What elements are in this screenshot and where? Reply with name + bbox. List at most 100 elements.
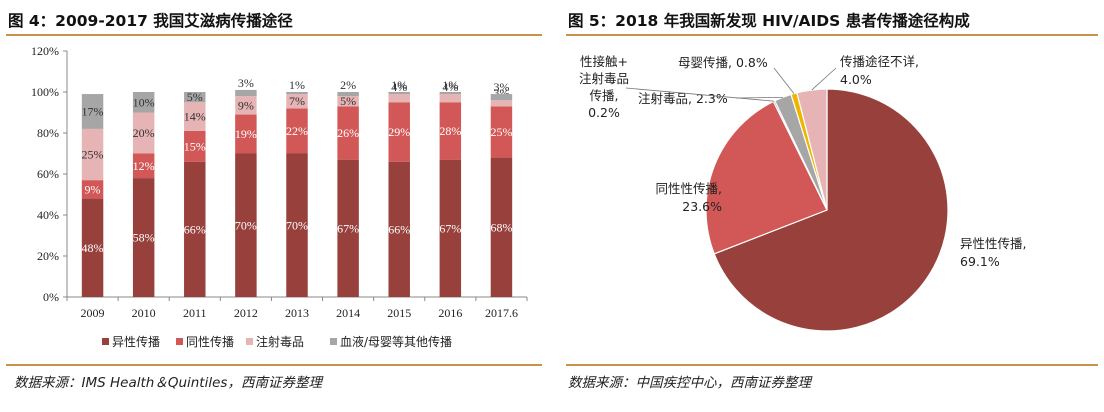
x-tick-label: 2014 (336, 306, 360, 320)
x-tick-label: 2012 (234, 306, 258, 320)
legend-entry: 血液/母婴等其他传播 (340, 334, 452, 349)
pie-slice-label: 同性性传播, (656, 181, 722, 196)
bar-segment (388, 161, 410, 297)
bar-data-label: 19% (235, 127, 257, 141)
pie-slice-label: 0.2% (588, 105, 620, 120)
bar-data-label: 9% (238, 98, 254, 112)
bar-data-label: 4% (442, 80, 458, 94)
bar-data-label: 25% (82, 148, 104, 162)
x-tick-label: 2017.6 (485, 306, 518, 320)
bar-data-label: 1% (289, 78, 305, 92)
right-figure-panel: 图 5：2018 年我国新发现 HIV/AIDS 患者传播途径构成 异性性传播,… (560, 0, 1104, 412)
bar-data-label: 25% (490, 125, 512, 139)
bar-segment (235, 89, 257, 97)
bar-segment (388, 94, 410, 103)
y-tick-label: 60% (37, 167, 59, 181)
bar-segment (439, 92, 462, 95)
bar-segment (132, 153, 155, 179)
y-tick-label: 20% (37, 249, 59, 263)
bar-segment (490, 100, 513, 107)
pie-slice-label: 注射毒品 (579, 71, 629, 86)
bar-segment (132, 178, 155, 297)
bar-segment (132, 92, 155, 113)
pie-leader-line (773, 67, 795, 94)
x-tick-label: 2015 (387, 306, 411, 320)
bar-segment (235, 114, 257, 154)
x-tick-label: 2010 (132, 306, 156, 320)
bar-segment (490, 94, 513, 101)
pie-slice-label: 23.6% (682, 199, 722, 214)
bar-data-label: 48% (82, 241, 104, 255)
pie-slice (705, 100, 828, 255)
bar-segment (81, 180, 104, 199)
pie-leader-line (625, 87, 775, 102)
y-tick-label: 120% (31, 44, 59, 58)
pie-slice-label: 传播途径不详, (840, 54, 919, 69)
bar-segment (286, 92, 308, 95)
x-tick-label: 2016 (438, 306, 462, 320)
pie-slice (713, 88, 949, 332)
bar-segment (490, 106, 513, 158)
bar-data-label: 22% (286, 124, 308, 138)
pie-chart: 异性性传播,69.1%同性性传播,23.6%性接触+注射毒品传播,0.2%注射毒… (579, 54, 1026, 332)
bar-data-label: 7% (289, 94, 305, 108)
bar-segment (184, 92, 206, 103)
bar-data-label: 67% (439, 221, 461, 235)
x-tick-label: 2011 (183, 306, 207, 320)
bar-segment (81, 128, 104, 181)
bar-data-label: 1% (442, 78, 458, 92)
bar-data-label: 3% (493, 80, 509, 94)
bar-data-label: 67% (337, 221, 359, 235)
legend-entry: 注射毒品 (256, 334, 304, 349)
bar-segment (286, 94, 308, 109)
pie-slice-label: 传播, (590, 88, 619, 103)
x-tick-label: 2013 (285, 306, 309, 320)
pie-slice-label: 4.0% (840, 72, 872, 87)
bar-segment (337, 92, 359, 97)
bar-segment (388, 92, 410, 95)
pie-slice-label: 性接触+ (580, 54, 628, 69)
bar-data-label: 29% (388, 125, 410, 139)
left-figure-title: 图 4：2009-2017 我国艾滋病传播途径 (8, 12, 293, 30)
bar-segment (81, 94, 104, 129)
bar-segment (286, 108, 308, 154)
x-tick-label: 2009 (81, 306, 105, 320)
bar-segment (490, 157, 513, 297)
pie-slice-label: 母婴传播, 0.8% (678, 55, 768, 70)
legend-swatch (246, 338, 253, 345)
bar-segment (184, 130, 206, 162)
bar-data-label: 1% (391, 78, 407, 92)
bar-data-label: 4% (391, 80, 407, 94)
right-title-rule (566, 34, 1098, 36)
legend-swatch (176, 338, 183, 345)
bar-data-label: 68% (490, 220, 512, 234)
bar-data-label: 12% (133, 159, 155, 173)
bar-segment (235, 153, 257, 297)
pie-slice-label: 异性性传播, (960, 236, 1026, 251)
bar-data-label: 5% (187, 90, 203, 104)
left-title-rule (6, 34, 542, 36)
bar-data-label: 5% (340, 94, 356, 108)
legend-entry: 异性传播 (112, 334, 160, 349)
left-source-rule (6, 364, 542, 366)
bar-segment (388, 102, 410, 162)
y-tick-label: 100% (31, 85, 59, 99)
legend-entry: 同性传播 (186, 334, 234, 349)
right-source-rule (566, 364, 1098, 366)
bar-segment (132, 112, 155, 154)
bar-segment (439, 102, 462, 160)
bar-data-label: 58% (133, 231, 155, 245)
bar-data-label: 20% (133, 126, 155, 140)
bar-segment (337, 159, 359, 297)
bar-data-label: 9% (85, 182, 101, 196)
bar-segment (184, 161, 206, 297)
bar-data-label: 2% (340, 78, 356, 92)
left-figure-panel: 图 4：2009-2017 我国艾滋病传播途径 0% 20% 40% 60% 80% 10… (6, 12, 542, 391)
bar-segment (439, 159, 462, 297)
pie-slice-label: 69.1% (960, 254, 1000, 269)
bar-data-label: 15% (184, 139, 206, 153)
right-source-note: 数据来源：中国疾控中心，西南证券整理 (568, 375, 811, 391)
bar-segment (439, 94, 462, 103)
stacked-bar-chart: 0% 20% 40% 60% 80% 100% 120% 48% 9% 25% 17% 2009 58%… (31, 44, 528, 349)
bar-segment (81, 198, 104, 297)
